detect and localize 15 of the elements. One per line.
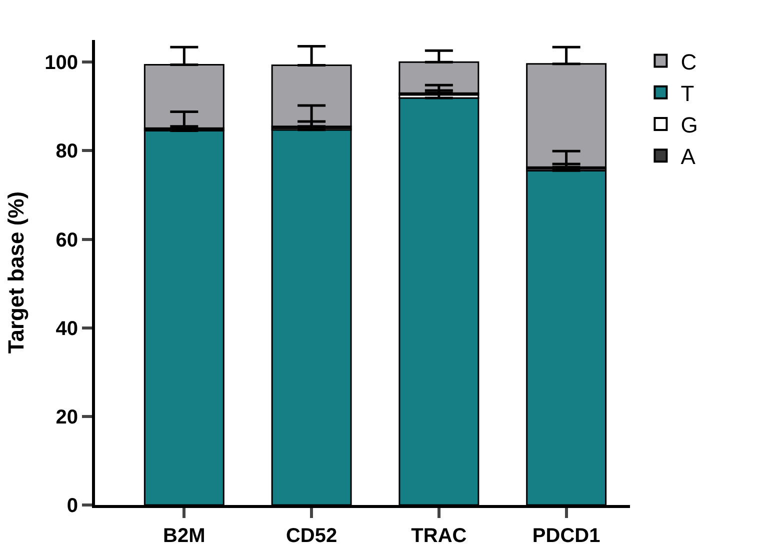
y-tick-label: 20	[56, 406, 78, 428]
y-tick-label: 80	[56, 140, 78, 163]
x-tick-label: B2M	[163, 525, 206, 547]
x-tick-label: PDCD1	[532, 525, 600, 547]
legend-label: T	[680, 80, 694, 106]
x-tick-label: TRAC	[411, 525, 467, 547]
y-axis-title: Target base (%)	[3, 191, 28, 354]
y-tick-label: 0	[66, 495, 78, 517]
legend-label: G	[680, 112, 698, 138]
legend-label: A	[680, 144, 696, 170]
legend-label: C	[680, 49, 697, 74]
y-tick-label: 40	[56, 318, 78, 340]
y-tick-label: 100	[44, 52, 78, 74]
x-tick-label: CD52	[286, 525, 338, 547]
y-tick-label: 60	[56, 229, 78, 252]
